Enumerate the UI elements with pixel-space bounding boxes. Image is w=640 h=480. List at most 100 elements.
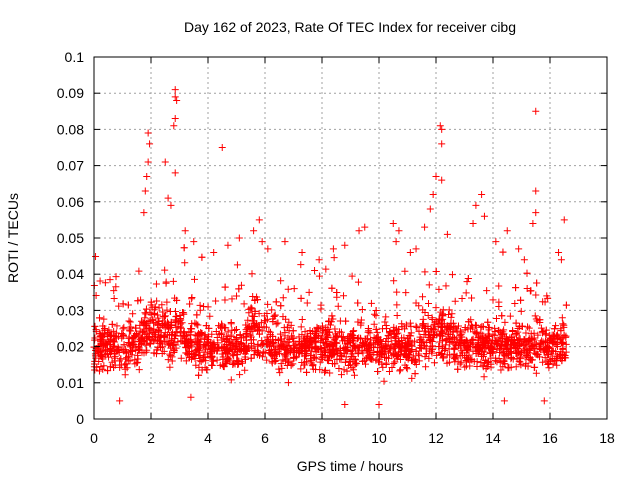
data-point bbox=[144, 158, 152, 166]
data-point bbox=[151, 336, 159, 344]
data-point bbox=[393, 311, 401, 319]
data-point bbox=[380, 377, 388, 385]
data-point bbox=[114, 333, 122, 341]
data-point bbox=[326, 369, 334, 377]
data-point bbox=[278, 364, 286, 372]
data-point bbox=[552, 340, 560, 348]
data-point bbox=[453, 327, 461, 335]
data-point bbox=[112, 273, 120, 281]
data-point bbox=[310, 353, 318, 361]
data-point bbox=[408, 339, 416, 347]
data-point bbox=[206, 352, 214, 360]
data-point bbox=[150, 330, 158, 338]
data-point bbox=[334, 302, 342, 310]
data-point bbox=[355, 227, 363, 235]
data-point bbox=[103, 341, 111, 349]
data-point bbox=[146, 317, 154, 325]
y-tick-label: 0.02 bbox=[57, 339, 84, 355]
data-point bbox=[295, 338, 303, 346]
data-point bbox=[444, 310, 452, 318]
data-point bbox=[119, 325, 127, 333]
data-point bbox=[374, 358, 382, 366]
y-tick-label: 0.01 bbox=[57, 375, 84, 391]
data-point bbox=[136, 321, 144, 329]
data-point bbox=[233, 261, 241, 269]
data-point bbox=[307, 347, 315, 355]
data-point bbox=[412, 299, 420, 307]
data-point bbox=[321, 346, 329, 354]
data-point bbox=[142, 341, 150, 349]
data-point bbox=[95, 314, 103, 322]
data-point bbox=[514, 328, 522, 336]
data-point bbox=[247, 333, 255, 341]
data-point bbox=[167, 201, 175, 209]
data-point bbox=[348, 364, 356, 372]
data-point bbox=[224, 328, 232, 336]
data-point bbox=[491, 324, 499, 332]
data-point bbox=[190, 238, 198, 246]
data-point bbox=[182, 340, 190, 347]
data-point bbox=[262, 323, 270, 331]
data-point bbox=[301, 342, 309, 350]
data-point bbox=[442, 337, 450, 345]
data-point bbox=[332, 333, 340, 341]
data-point bbox=[160, 347, 168, 355]
data-point bbox=[313, 323, 321, 331]
data-point bbox=[136, 346, 144, 354]
data-point bbox=[99, 355, 107, 363]
data-point bbox=[92, 252, 100, 260]
data-point bbox=[298, 331, 306, 339]
data-point bbox=[141, 309, 149, 317]
data-point bbox=[125, 317, 133, 325]
data-point bbox=[444, 330, 452, 338]
data-point bbox=[91, 366, 99, 374]
data-point bbox=[100, 362, 108, 370]
y-tick-label: 0.05 bbox=[57, 230, 84, 246]
data-point bbox=[302, 352, 310, 360]
data-point bbox=[231, 336, 239, 344]
axis-ticks bbox=[93, 56, 608, 420]
data-point bbox=[177, 354, 185, 362]
data-point bbox=[154, 311, 162, 319]
data-point bbox=[108, 358, 116, 366]
data-point bbox=[192, 320, 200, 328]
data-point bbox=[392, 238, 400, 246]
data-point bbox=[432, 267, 440, 275]
data-point bbox=[199, 353, 207, 361]
data-point bbox=[164, 194, 172, 202]
data-point bbox=[207, 345, 215, 353]
data-point bbox=[523, 269, 531, 277]
data-point bbox=[120, 323, 128, 331]
data-point bbox=[279, 313, 287, 321]
data-point bbox=[363, 335, 371, 343]
data-point bbox=[189, 351, 197, 359]
data-point bbox=[143, 172, 151, 180]
data-point bbox=[271, 346, 279, 354]
data-point bbox=[289, 348, 297, 356]
data-point bbox=[343, 367, 351, 375]
data-point bbox=[499, 248, 507, 256]
data-point bbox=[170, 122, 178, 130]
data-point bbox=[110, 287, 118, 295]
data-point bbox=[119, 332, 127, 340]
data-point bbox=[298, 316, 306, 324]
data-point bbox=[409, 352, 417, 360]
data-point bbox=[333, 347, 341, 355]
data-point bbox=[215, 344, 223, 352]
data-point bbox=[235, 358, 243, 366]
x-tick-label: 18 bbox=[599, 430, 615, 446]
data-point bbox=[358, 339, 366, 347]
data-point bbox=[524, 362, 532, 370]
data-point bbox=[377, 337, 385, 345]
data-point bbox=[461, 363, 469, 371]
data-point bbox=[333, 288, 341, 296]
data-point bbox=[440, 320, 448, 328]
data-point bbox=[549, 339, 557, 347]
data-point bbox=[559, 339, 567, 347]
data-point bbox=[517, 361, 525, 369]
data-point bbox=[232, 325, 240, 333]
data-point bbox=[350, 371, 358, 379]
data-point bbox=[484, 332, 492, 340]
data-point bbox=[220, 324, 228, 332]
